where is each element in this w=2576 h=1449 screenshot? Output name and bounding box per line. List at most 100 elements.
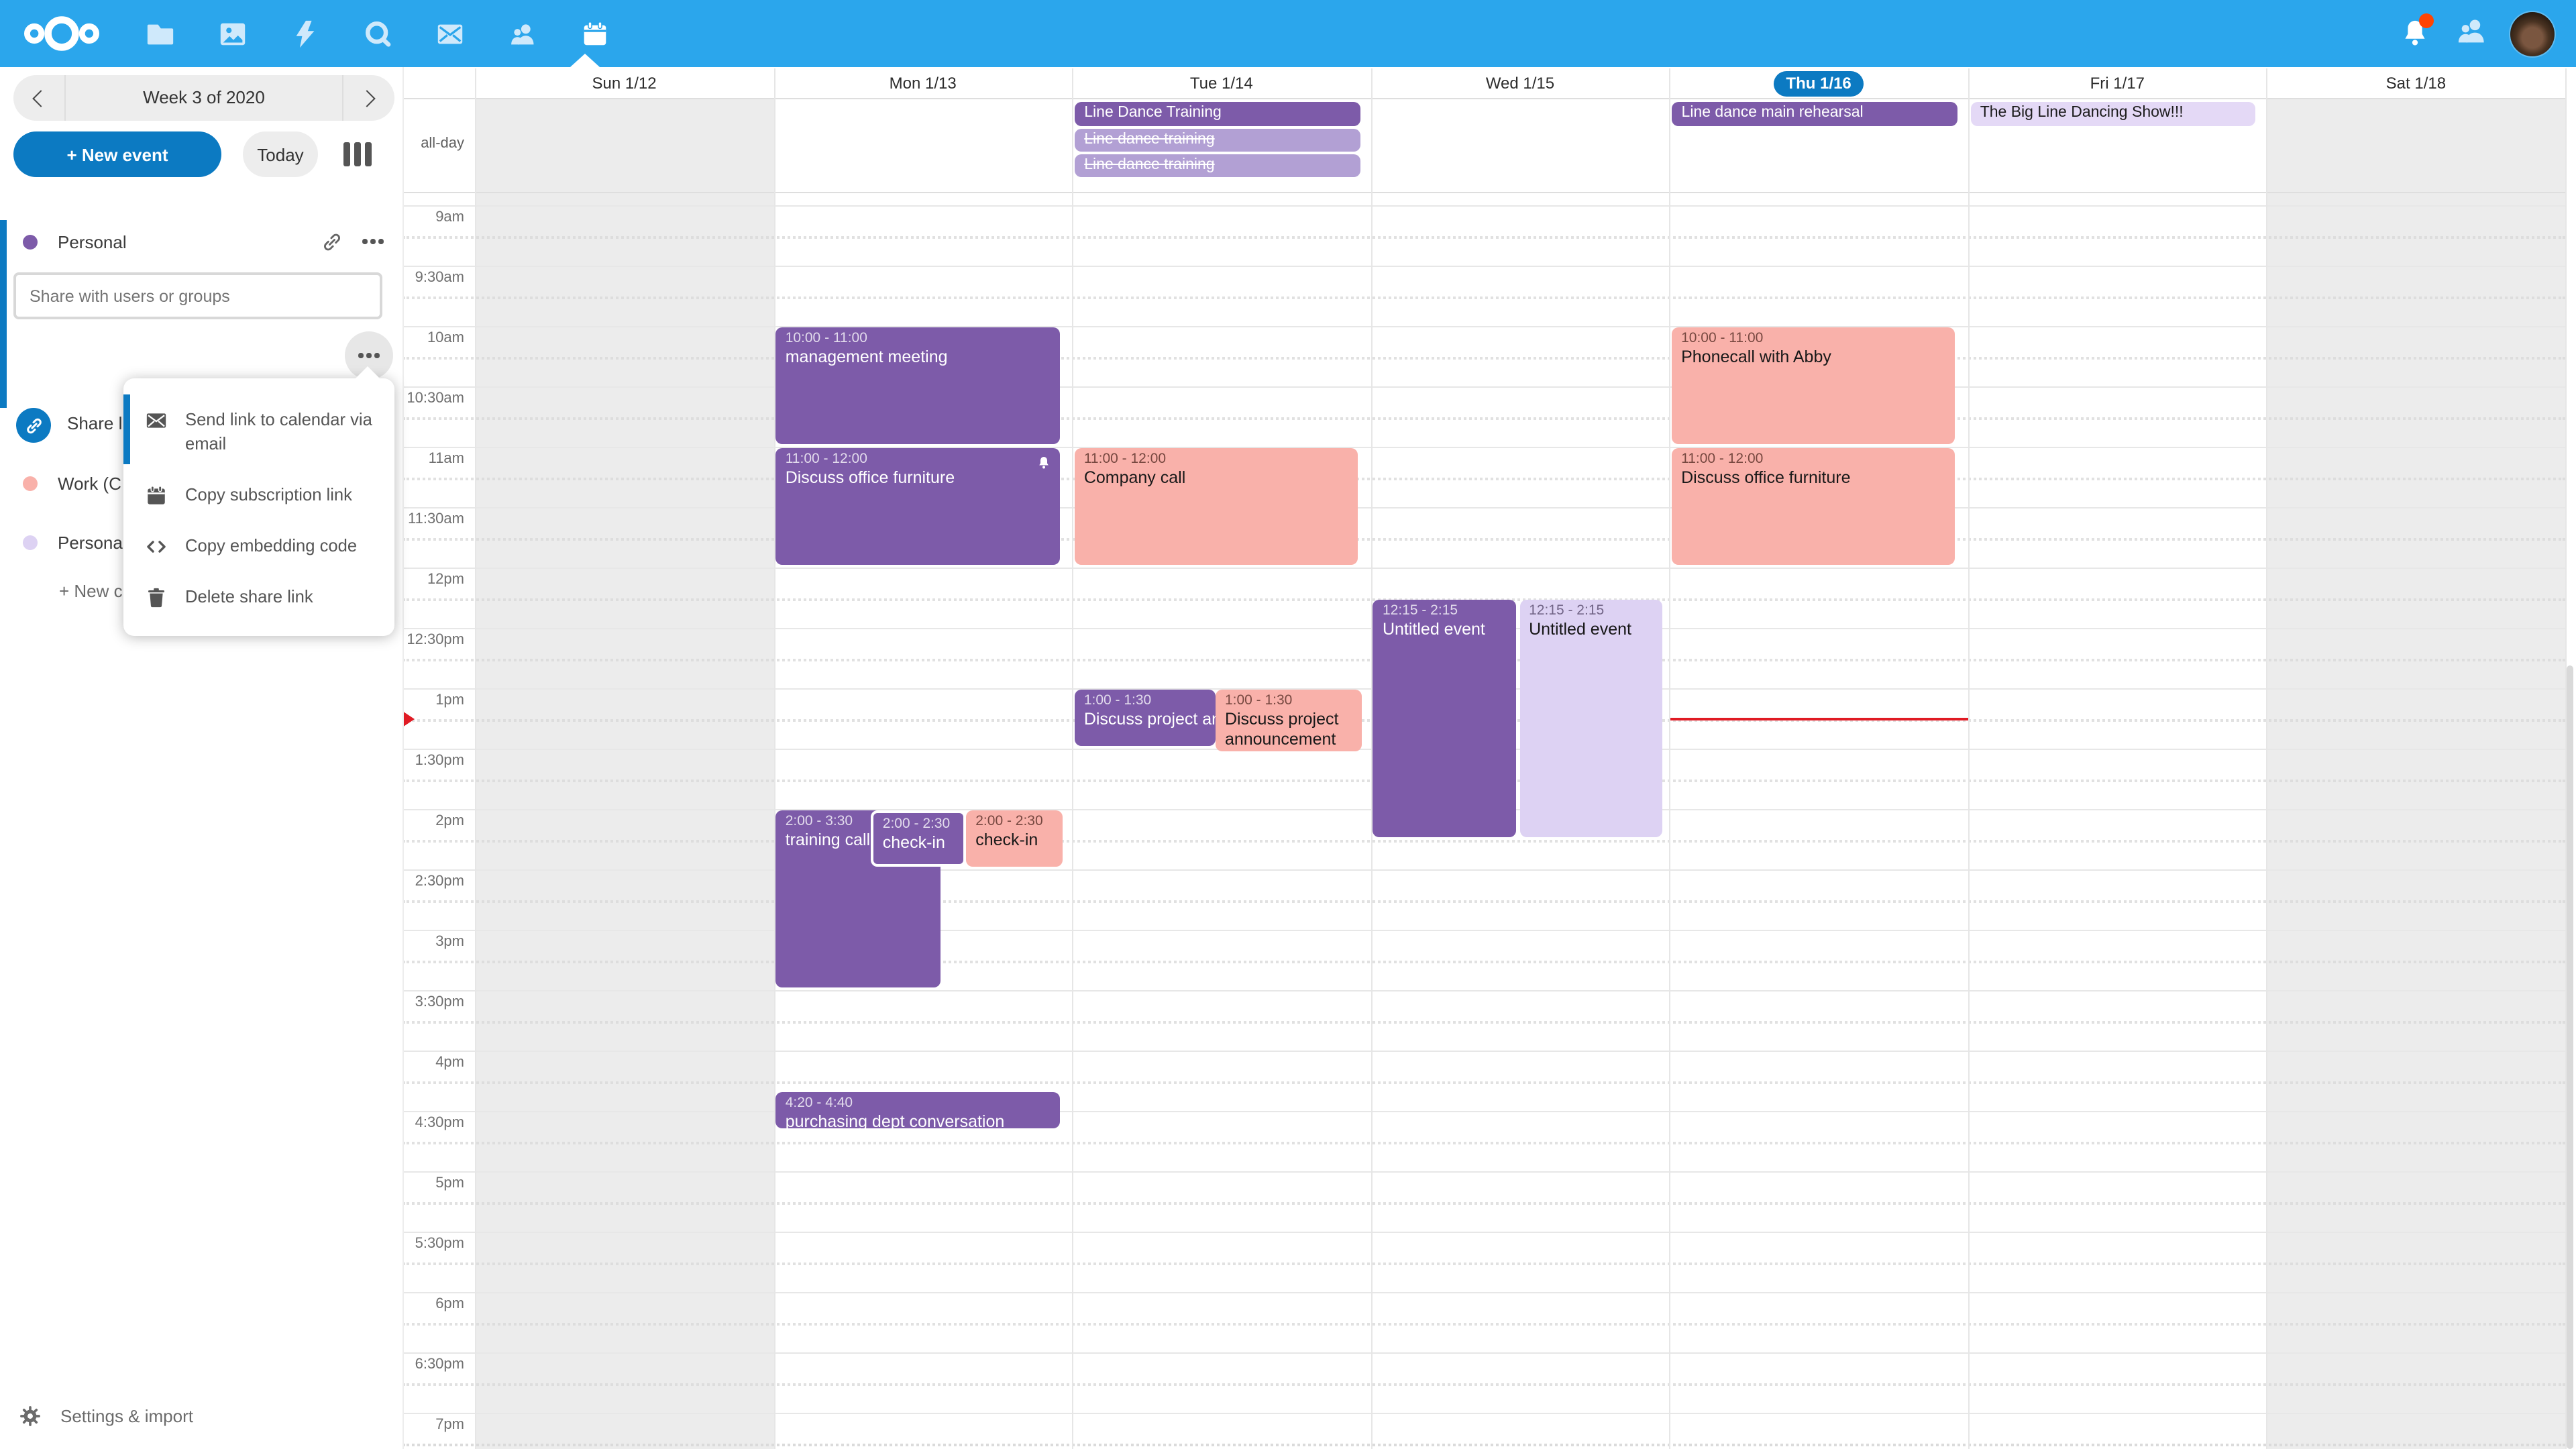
new-calendar-button[interactable]: + New c (59, 581, 123, 601)
time-label: 2pm (435, 813, 464, 829)
time-label: 2:30pm (415, 873, 464, 890)
calendar-event[interactable]: 12:15 - 2:15 Untitled event (1519, 599, 1662, 837)
calendar-event[interactable]: 4:20 - 4:40 purchasing dept conversation (775, 1091, 1060, 1129)
grid-halfhour-line (402, 266, 2565, 267)
grid-quarterhour-line (402, 839, 2565, 842)
calendar-item-work[interactable]: Work (C (0, 463, 402, 503)
notification-badge (2419, 13, 2434, 28)
all-day-event[interactable]: Line dance main rehearsal (1672, 102, 1957, 125)
calendar-event[interactable]: 2:00 - 2:30 check-in (870, 810, 966, 867)
now-marker-icon (402, 710, 415, 727)
calendar-event[interactable]: 1:00 - 1:30 Discuss project announcement (1215, 690, 1362, 751)
nextcloud-logo[interactable] (19, 11, 105, 56)
grid-quarterhour-line (402, 1201, 2565, 1204)
talk-icon[interactable] (341, 0, 413, 67)
time-label: 12pm (427, 572, 464, 588)
previous-week-button[interactable] (13, 75, 64, 121)
day-header-sat: Sat 1/18 (2385, 74, 2447, 93)
all-day-event[interactable]: Line dance training (1075, 154, 1360, 177)
calendar-event[interactable]: 11:00 - 12:00 Discuss office furniture (1672, 448, 1955, 565)
calendar-name: Work (C (58, 473, 121, 493)
calendar-color-dot (23, 535, 38, 549)
calendar-icon[interactable] (558, 0, 631, 67)
event-title: Company call (1083, 468, 1186, 487)
event-time: 12:15 - 2:15 (1382, 602, 1458, 618)
calendar-color-dot (23, 234, 38, 249)
column-border (2266, 68, 2268, 1449)
calendar-color-dot (23, 476, 38, 490)
grid-halfhour-line (402, 1051, 2565, 1052)
notifications-bell-icon[interactable] (2398, 13, 2434, 51)
time-label: 12:30pm (407, 632, 464, 648)
day-header-wed: Wed 1/15 (1485, 74, 1555, 93)
grid-quarterhour-line (402, 417, 2565, 419)
grid-halfhour-line (402, 869, 2565, 871)
calendar-item-personal-2[interactable]: Persona (0, 522, 402, 562)
menu-item-copy-embedding-code[interactable]: Copy embedding code (123, 521, 394, 572)
contacts-menu-icon[interactable] (2454, 13, 2489, 54)
calendar-event[interactable]: 11:00 - 12:00 Discuss office furniture (775, 448, 1060, 565)
week-navigation: Week 3 of 2020 (13, 75, 394, 121)
calendar-event[interactable]: 10:00 - 11:00 Phonecall with Abby (1672, 327, 1955, 444)
time-label: 6:30pm (415, 1356, 464, 1373)
mail-icon[interactable] (413, 0, 486, 67)
calendar-actions-icon[interactable] (362, 239, 384, 244)
menu-caret (354, 366, 381, 380)
photos-icon[interactable] (196, 0, 268, 67)
user-avatar[interactable] (2510, 11, 2555, 56)
share-link-badge (16, 408, 51, 443)
activity-icon[interactable] (268, 0, 341, 67)
calendar-event[interactable]: 10:00 - 11:00 management meeting (775, 327, 1060, 444)
time-label: 10:30am (407, 390, 464, 407)
menu-item-copy-subscription-link[interactable]: Copy subscription link (123, 470, 394, 521)
grid-halfhour-line (402, 1171, 2565, 1173)
day-header-tue: Tue 1/14 (1189, 74, 1253, 93)
event-time: 11:00 - 12:00 (1083, 451, 1167, 467)
day-header-thu[interactable]: Thu 1/16 (1670, 68, 1968, 98)
now-line (1670, 717, 1968, 720)
grid-halfhour-line (402, 1292, 2565, 1293)
all-day-event[interactable]: The Big Line Dancing Show!!! (1970, 102, 2256, 125)
view-toggle-icon[interactable] (343, 142, 372, 166)
time-label: 11:30am (408, 511, 464, 527)
time-label: 5pm (435, 1175, 464, 1191)
event-time: 10:00 - 11:00 (785, 330, 867, 346)
calendar-event[interactable]: 1:00 - 1:30 Discuss project ann (1074, 690, 1216, 746)
today-button[interactable]: Today (243, 131, 318, 177)
contacts-icon[interactable] (486, 0, 558, 67)
week-label[interactable]: Week 3 of 2020 (64, 75, 343, 121)
all-day-event[interactable]: Line dance training (1075, 128, 1360, 152)
weekend-shading (2266, 98, 2565, 1449)
reminder-bell-icon (1036, 453, 1052, 478)
envelope-icon (146, 413, 166, 428)
time-label: 11am (428, 451, 464, 467)
trash-icon (148, 588, 165, 608)
settings-and-import[interactable]: Settings & import (19, 1405, 193, 1428)
time-label: 9:30am (415, 270, 464, 286)
calendar-sidebar: Week 3 of 2020 + New event Today Persona… (0, 67, 404, 1449)
menu-item-send-link-email[interactable]: Send link to calendar via email (123, 394, 394, 470)
grid-quarterhour-line (402, 537, 2565, 540)
share-link-icon[interactable] (321, 230, 343, 253)
calendar-icon (148, 486, 165, 504)
next-week-button[interactable] (343, 75, 394, 121)
event-time: 1:00 - 1:30 (1224, 692, 1293, 708)
calendar-item-personal[interactable]: Personal (0, 221, 402, 262)
files-icon[interactable] (123, 0, 196, 67)
calendar-event[interactable]: 12:15 - 2:15 Untitled event (1373, 599, 1517, 837)
topbar-right-cluster (2398, 11, 2576, 56)
calendar-event[interactable]: 2:00 - 2:30 check-in (966, 810, 1063, 867)
column-border (1072, 68, 1074, 1449)
new-event-button[interactable]: + New event (13, 131, 221, 177)
share-with-users-input[interactable] (13, 272, 382, 319)
day-header-sun: Sun 1/12 (592, 74, 657, 93)
vertical-scrollbar[interactable] (2567, 665, 2573, 1449)
grid-halfhour-line (402, 326, 2565, 327)
day-header-mon: Mon 1/13 (889, 74, 957, 93)
calendar-event[interactable]: 11:00 - 12:00 Company call (1074, 448, 1358, 565)
grid-halfhour-line (402, 1413, 2565, 1414)
menu-item-delete-share-link[interactable]: Delete share link (123, 572, 394, 623)
all-day-event[interactable]: Line Dance Training (1075, 102, 1360, 125)
grid-quarterhour-line (402, 1141, 2565, 1144)
